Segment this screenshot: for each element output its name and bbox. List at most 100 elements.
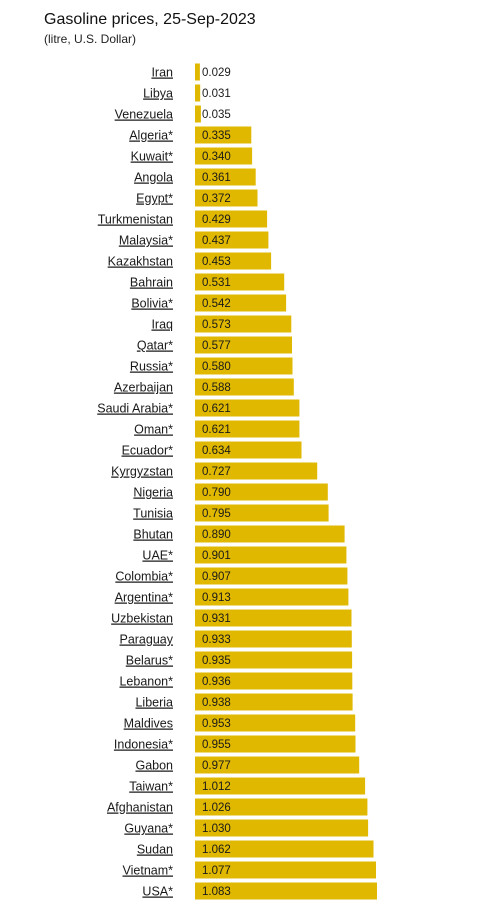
country-label[interactable]: Qatar* (137, 339, 173, 353)
country-label[interactable]: Kuwait* (131, 150, 174, 164)
country-label[interactable]: Angola (134, 171, 173, 185)
chart-subtitle: (litre, U.S. Dollar) (44, 32, 137, 46)
value-label: 0.890 (202, 529, 231, 541)
country-label[interactable]: UAE* (142, 549, 173, 563)
bar (195, 546, 347, 564)
country-label[interactable]: Iraq (151, 318, 173, 332)
value-label: 0.437 (202, 235, 231, 247)
value-label: 0.573 (202, 319, 231, 331)
country-label[interactable]: Argentina* (115, 591, 174, 605)
bar (195, 483, 328, 501)
bar (195, 315, 292, 333)
value-label: 1.083 (202, 886, 231, 898)
bar (195, 252, 272, 270)
bar (195, 504, 329, 522)
value-label: 0.933 (202, 634, 231, 646)
country-label[interactable]: Egypt* (136, 192, 173, 206)
country-label[interactable]: Malaysia* (119, 234, 173, 248)
bar (195, 147, 253, 165)
bar (195, 777, 366, 795)
country-label[interactable]: Guyana* (124, 822, 173, 836)
bar (195, 651, 353, 669)
country-label[interactable]: Russia* (130, 360, 173, 374)
country-label[interactable]: Belarus* (126, 654, 173, 668)
value-label: 0.361 (202, 172, 231, 184)
bar (195, 567, 348, 585)
value-label: 0.977 (202, 760, 231, 772)
country-label[interactable]: Bahrain (130, 276, 173, 290)
country-label[interactable]: Liberia (135, 696, 173, 710)
value-label: 0.795 (202, 508, 231, 520)
country-label[interactable]: Uzbekistan (111, 612, 173, 626)
value-label: 1.012 (202, 781, 231, 793)
bar (195, 441, 302, 459)
bar (195, 105, 201, 123)
bar (195, 630, 352, 648)
country-label[interactable]: Tunisia (133, 507, 173, 521)
value-label: 0.931 (202, 613, 231, 625)
bar (195, 168, 256, 186)
country-label[interactable]: Azerbaijan (114, 381, 173, 395)
bar (195, 84, 201, 102)
value-label: 0.429 (202, 214, 231, 226)
bar (195, 462, 318, 480)
value-label: 0.453 (202, 256, 231, 268)
country-label[interactable]: Algeria* (129, 129, 173, 143)
bar (195, 756, 360, 774)
country-label[interactable]: Saudi Arabia* (97, 402, 173, 416)
bar (195, 609, 352, 627)
country-label[interactable]: Turkmenistan (98, 213, 173, 227)
bar (195, 189, 258, 207)
value-label: 0.335 (202, 130, 231, 142)
country-label[interactable]: Kyrgyzstan (111, 465, 173, 479)
value-label: 0.913 (202, 592, 231, 604)
bar (195, 840, 374, 858)
country-label[interactable]: Indonesia* (114, 738, 173, 752)
country-label[interactable]: Venezuela (115, 108, 173, 122)
value-label: 0.907 (202, 571, 231, 583)
value-label: 0.935 (202, 655, 231, 667)
value-label: 0.621 (202, 424, 231, 436)
country-label[interactable]: Lebanon* (119, 675, 173, 689)
country-label[interactable]: Oman* (134, 423, 173, 437)
country-label[interactable]: Kazakhstan (108, 255, 173, 269)
bar (195, 693, 353, 711)
bar (195, 798, 368, 816)
bar (195, 63, 200, 81)
country-label[interactable]: Paraguay (119, 633, 173, 647)
bar (195, 672, 353, 690)
country-label[interactable]: Bhutan (133, 528, 173, 542)
value-label: 0.953 (202, 718, 231, 730)
bar (195, 420, 300, 438)
country-label[interactable]: Libya (143, 87, 173, 101)
bar (195, 882, 377, 900)
country-label[interactable]: Vietnam* (123, 864, 174, 878)
value-label: 1.062 (202, 844, 231, 856)
value-label: 0.372 (202, 193, 231, 205)
bar (195, 378, 294, 396)
value-label: 1.026 (202, 802, 231, 814)
country-label[interactable]: Maldives (124, 717, 173, 731)
value-label: 0.901 (202, 550, 231, 562)
value-label: 0.031 (202, 88, 231, 100)
country-label[interactable]: USA* (142, 885, 173, 899)
value-label: 0.727 (202, 466, 231, 478)
country-label[interactable]: Sudan (137, 843, 173, 857)
bar (195, 336, 292, 354)
chart-title: Gasoline prices, 25-Sep-2023 (44, 11, 256, 28)
country-label[interactable]: Ecuador* (122, 444, 174, 458)
value-label: 0.340 (202, 151, 231, 163)
country-label[interactable]: Nigeria (133, 486, 173, 500)
bar (195, 588, 349, 606)
value-label: 0.588 (202, 382, 231, 394)
country-label[interactable]: Iran (151, 66, 173, 80)
country-label[interactable]: Colombia* (115, 570, 173, 584)
country-label[interactable]: Bolivia* (131, 297, 173, 311)
bar (195, 273, 285, 291)
country-label[interactable]: Gabon (135, 759, 173, 773)
country-label[interactable]: Afghanistan (107, 801, 173, 815)
bar (195, 399, 300, 417)
bar (195, 819, 369, 837)
country-label[interactable]: Taiwan* (129, 780, 173, 794)
